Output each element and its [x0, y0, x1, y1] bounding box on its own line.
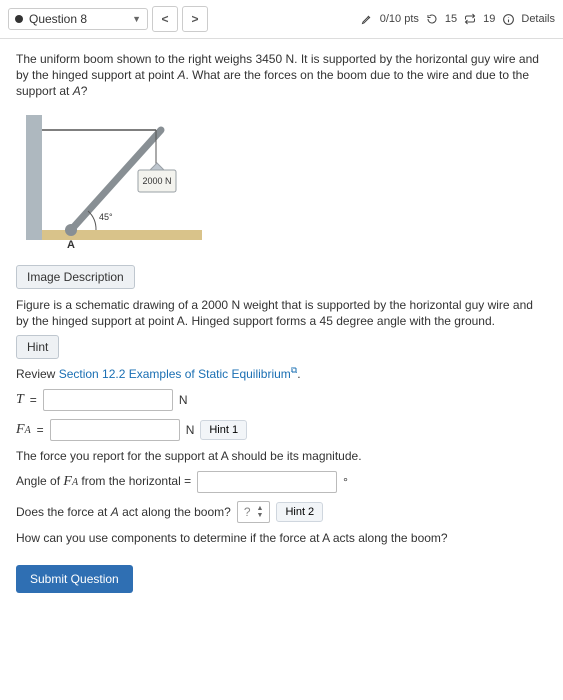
review-line: Review Section 12.2 Examples of Static E…: [16, 365, 547, 381]
dropdown-caret-icon: ▼: [132, 14, 141, 24]
FA-label: FA: [16, 422, 31, 438]
degree-symbol: °: [343, 475, 348, 489]
points-text: 0/10 pts: [380, 13, 419, 25]
along-boom-select[interactable]: ? ▲▼: [237, 501, 271, 523]
unit-N: N: [179, 393, 188, 407]
attempts-total: 19: [483, 13, 495, 25]
question-meta: 0/10 pts 15 19 Details: [360, 12, 555, 26]
force-magnitude-note: The force you report for the support at …: [16, 449, 547, 463]
info-icon: [501, 12, 515, 26]
details-link[interactable]: Details: [521, 13, 555, 25]
select-value: ?: [244, 505, 251, 519]
boom-diagram: 2000 N 45° A: [16, 110, 547, 253]
components-question: How can you use components to determine …: [16, 531, 547, 545]
fa-input[interactable]: [50, 419, 180, 441]
along-boom-question: Does the force at A act along the boom?: [16, 505, 231, 519]
question-label: Question 8: [29, 12, 87, 26]
status-dot-icon: [15, 15, 23, 23]
edit-pencil-icon: [360, 12, 374, 26]
question-selector[interactable]: Question 8 ▼: [8, 8, 148, 30]
review-link[interactable]: Section 12.2 Examples of Static Equilibr…: [59, 367, 298, 381]
attempts-left: 15: [445, 13, 457, 25]
angle-label: 45°: [99, 212, 113, 222]
hint-2-button[interactable]: Hint 2: [276, 502, 323, 522]
swap-icon: [463, 12, 477, 26]
tension-row: T = N: [16, 389, 547, 411]
stepper-arrows-icon: ▲▼: [257, 505, 264, 519]
question-body: The uniform boom shown to the right weig…: [0, 39, 563, 605]
angle-input[interactable]: [197, 471, 337, 493]
load-hook-icon: [150, 163, 164, 170]
image-description-button[interactable]: Image Description: [16, 265, 135, 289]
image-description-text: Figure is a schematic drawing of a 2000 …: [16, 297, 547, 329]
hinge-icon: [65, 224, 77, 236]
unit-N-2: N: [186, 423, 195, 437]
tension-input[interactable]: [43, 389, 173, 411]
angle-label-text: Angle of FA from the horizontal =: [16, 474, 191, 490]
next-question-button[interactable]: >: [182, 6, 208, 32]
hint-1-button[interactable]: Hint 1: [200, 420, 247, 440]
load-label: 2000 N: [142, 176, 171, 186]
fa-row: FA = N Hint 1: [16, 419, 547, 441]
point-a-label: A: [67, 239, 75, 250]
T-label: T: [16, 392, 24, 408]
along-boom-row: Does the force at A act along the boom? …: [16, 501, 547, 523]
prev-question-button[interactable]: <: [152, 6, 178, 32]
hint-button[interactable]: Hint: [16, 335, 59, 359]
problem-statement: The uniform boom shown to the right weig…: [16, 51, 547, 100]
submit-question-button[interactable]: Submit Question: [16, 565, 133, 593]
angle-row: Angle of FA from the horizontal = °: [16, 471, 547, 493]
question-toolbar: Question 8 ▼ < > 0/10 pts 15 19 Details: [0, 0, 563, 39]
retry-icon: [425, 12, 439, 26]
wall-shape: [26, 115, 42, 240]
